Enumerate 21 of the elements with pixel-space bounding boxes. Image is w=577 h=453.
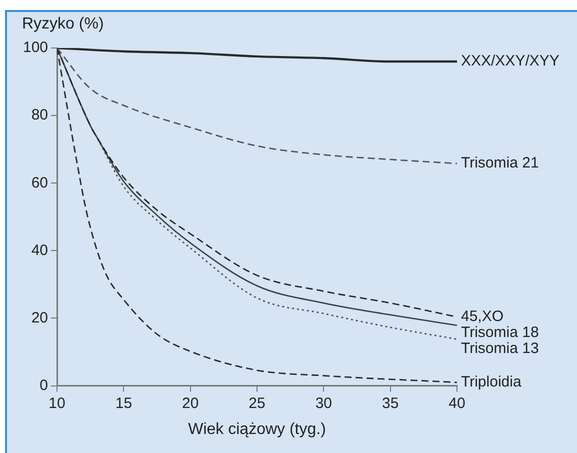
series-label: XXX/XXY/XYY <box>461 52 560 70</box>
y-tick-label: 60 <box>31 174 48 192</box>
y-tick-label: 80 <box>31 106 48 124</box>
y-tick-label: 0 <box>40 376 48 394</box>
series-label: Trisomia 18 <box>461 324 539 342</box>
y-tick-label: 20 <box>31 309 48 326</box>
y-tick-label: 100 <box>22 39 48 56</box>
y-axis-title: Ryzyko (%) <box>22 15 104 32</box>
x-tick-label: 30 <box>315 394 332 412</box>
x-tick-label: 15 <box>115 394 132 412</box>
series-label: Trisomia 13 <box>461 340 539 358</box>
series-label: Triploidia <box>461 374 522 391</box>
x-axis-title: Wiek ciążowy (tyg.) <box>188 420 326 438</box>
x-tick-label: 20 <box>182 394 199 412</box>
y-tick-label: 40 <box>31 242 48 259</box>
x-tick-label: 40 <box>448 394 466 412</box>
series-label: Trisomia 21 <box>461 154 539 172</box>
x-tick-label: 10 <box>48 394 66 412</box>
x-tick-label: 25 <box>248 394 266 412</box>
series-label: 45,XO <box>461 308 504 326</box>
x-tick-label: 35 <box>382 394 399 412</box>
